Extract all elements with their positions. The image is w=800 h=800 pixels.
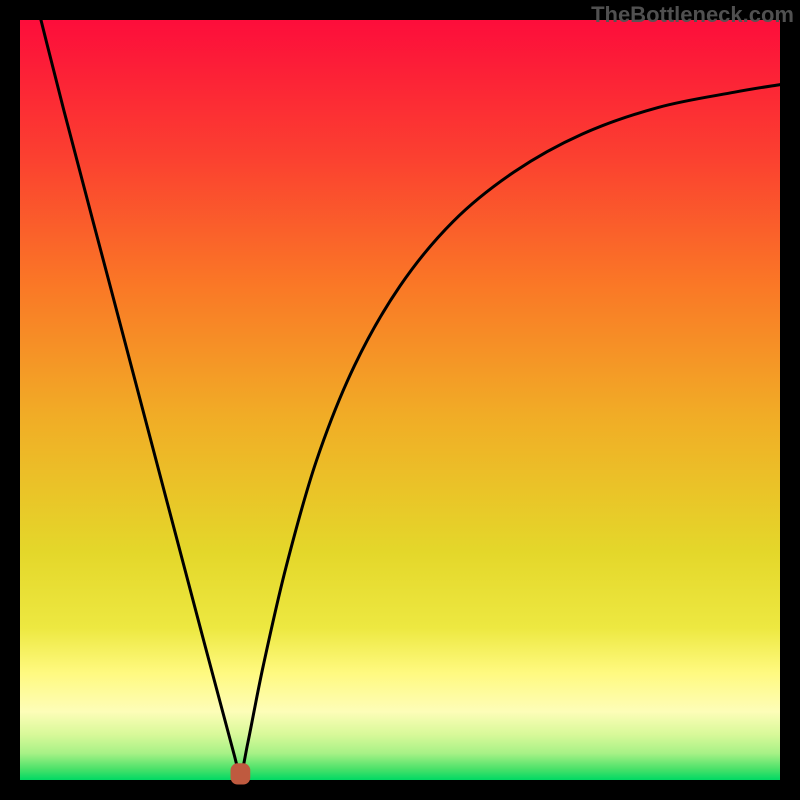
plot-gradient-background [20,20,780,780]
bottleneck-curve-chart [0,0,800,800]
minimum-marker [231,763,251,784]
chart-canvas: TheBottleneck.com [0,0,800,800]
